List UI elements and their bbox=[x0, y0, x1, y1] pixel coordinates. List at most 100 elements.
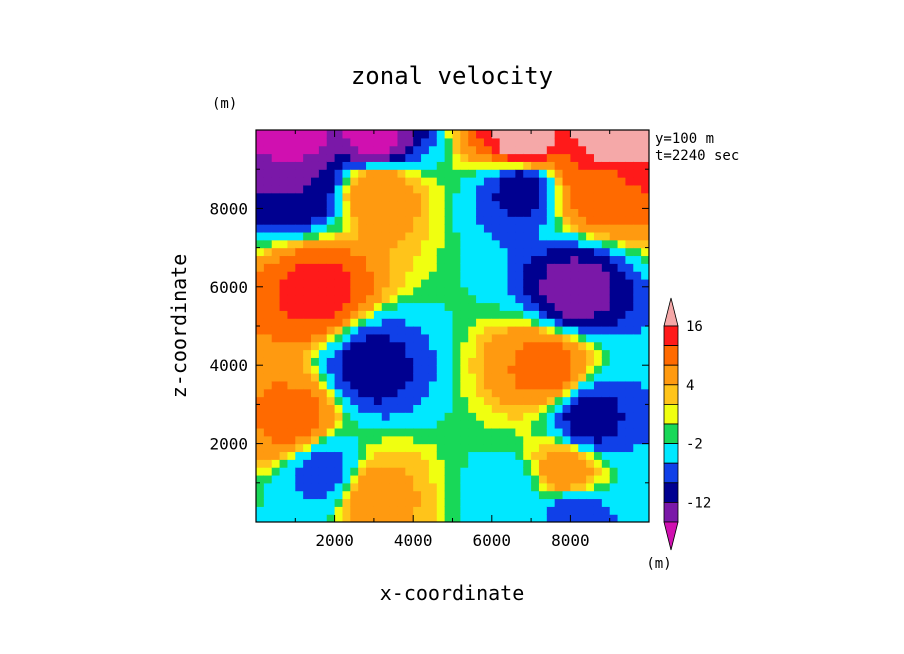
field-cell bbox=[452, 341, 461, 351]
field-cell bbox=[593, 373, 603, 382]
field-cell bbox=[562, 278, 571, 288]
field-cell bbox=[326, 365, 336, 374]
field-cell bbox=[523, 365, 532, 374]
field-cell bbox=[633, 514, 642, 522]
field-cell bbox=[421, 271, 430, 280]
field-cell bbox=[633, 294, 642, 304]
field-cell bbox=[531, 459, 540, 468]
field-cell bbox=[389, 216, 399, 225]
field-cell bbox=[523, 349, 532, 358]
field-cell bbox=[452, 514, 461, 522]
field-cell bbox=[578, 459, 587, 468]
field-cell bbox=[436, 216, 446, 225]
field-cell bbox=[546, 208, 556, 217]
field-cell bbox=[295, 326, 304, 335]
field-cell bbox=[531, 239, 540, 249]
field-cell bbox=[342, 310, 351, 319]
field-cell bbox=[295, 388, 304, 398]
field-cell bbox=[523, 373, 532, 382]
field-cell bbox=[311, 443, 320, 453]
field-cell bbox=[295, 318, 304, 327]
field-cell bbox=[334, 239, 344, 249]
field-cell bbox=[256, 192, 265, 202]
field-cell bbox=[444, 200, 454, 209]
field-cell bbox=[373, 341, 383, 351]
field-cell bbox=[311, 318, 320, 327]
field-cell bbox=[578, 310, 587, 319]
field-cell bbox=[263, 404, 273, 413]
field-cell bbox=[397, 318, 406, 327]
field-cell bbox=[311, 278, 320, 288]
field-cell bbox=[397, 326, 406, 335]
field-cell bbox=[295, 474, 304, 484]
field-cell bbox=[256, 200, 265, 209]
field-cell bbox=[562, 318, 571, 327]
field-cell bbox=[413, 435, 422, 445]
field-cell bbox=[460, 373, 469, 382]
field-cell bbox=[452, 224, 461, 233]
field-cell bbox=[311, 216, 320, 225]
field-cell bbox=[499, 333, 509, 343]
field-cell bbox=[491, 498, 501, 507]
field-cell bbox=[263, 474, 273, 484]
field-cell bbox=[538, 404, 548, 413]
field-cell bbox=[334, 365, 344, 374]
field-cell bbox=[428, 474, 438, 484]
field-cell bbox=[538, 388, 548, 398]
field-cell bbox=[413, 506, 422, 515]
field-cell bbox=[531, 153, 540, 162]
field-cell bbox=[366, 192, 375, 202]
field-cell bbox=[641, 161, 649, 170]
field-cell bbox=[483, 145, 493, 155]
field-cell bbox=[271, 239, 281, 249]
field-cell bbox=[436, 326, 446, 335]
field-cell bbox=[499, 341, 509, 351]
field-cell bbox=[318, 177, 328, 186]
field-cell bbox=[601, 184, 611, 194]
field-cell bbox=[279, 192, 289, 202]
field-cell bbox=[460, 310, 469, 319]
field-cell bbox=[507, 326, 516, 335]
field-cell bbox=[428, 255, 438, 264]
field-cell bbox=[366, 333, 375, 343]
field-cell bbox=[413, 278, 422, 288]
field-cell bbox=[499, 239, 509, 249]
field-cell bbox=[350, 396, 359, 405]
field-cell bbox=[562, 169, 571, 178]
field-cell bbox=[444, 349, 454, 358]
field-cell bbox=[428, 341, 438, 351]
field-cell bbox=[562, 137, 571, 147]
field-cell bbox=[491, 137, 501, 147]
field-cell bbox=[436, 514, 446, 522]
field-cell bbox=[428, 145, 438, 155]
field-cell bbox=[601, 427, 611, 437]
field-cell bbox=[263, 341, 273, 351]
colorbar-tick-label: 4 bbox=[686, 378, 694, 394]
field-cell bbox=[617, 380, 627, 390]
field-cell bbox=[452, 451, 461, 460]
field-cell bbox=[287, 498, 296, 507]
field-cell bbox=[318, 506, 328, 515]
field-cell bbox=[263, 137, 273, 147]
field-cell bbox=[326, 474, 336, 484]
field-cell bbox=[476, 286, 485, 296]
field-cell bbox=[617, 388, 627, 398]
field-cell bbox=[546, 286, 556, 296]
field-cell bbox=[468, 380, 477, 390]
field-cell bbox=[531, 184, 540, 194]
field-cell bbox=[444, 514, 454, 522]
field-cell bbox=[436, 145, 446, 155]
field-cell bbox=[381, 247, 391, 257]
field-cell bbox=[413, 459, 422, 468]
field-cell bbox=[381, 145, 391, 155]
field-cell bbox=[373, 263, 383, 272]
field-cell bbox=[318, 451, 328, 460]
field-cell bbox=[318, 278, 328, 288]
field-cell bbox=[295, 169, 304, 178]
field-cell bbox=[531, 412, 540, 421]
field-cell bbox=[334, 263, 344, 272]
field-cell bbox=[641, 349, 649, 358]
field-cell bbox=[256, 506, 265, 515]
field-cell bbox=[476, 365, 485, 374]
field-cell bbox=[562, 443, 571, 453]
